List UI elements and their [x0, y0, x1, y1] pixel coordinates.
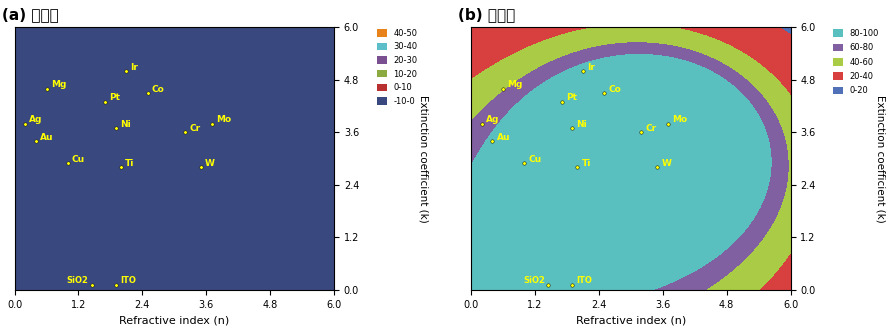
Text: Co: Co [152, 85, 165, 94]
Text: Mo: Mo [673, 115, 688, 124]
Y-axis label: Extinction coefficient (k): Extinction coefficient (k) [418, 95, 429, 222]
Text: Pt: Pt [109, 93, 120, 102]
Text: ITO: ITO [120, 276, 136, 285]
Text: Al: Al [0, 331, 1, 332]
Text: Mg: Mg [508, 80, 523, 89]
Text: Co: Co [608, 85, 621, 94]
Text: W: W [662, 159, 672, 168]
Text: Cr: Cr [189, 124, 201, 133]
Text: Ti: Ti [582, 159, 591, 168]
Text: Ag: Ag [29, 115, 43, 124]
Legend: 40-50, 30-40, 20-30, 10-20, 0-10, -10-0: 40-50, 30-40, 20-30, 10-20, 0-10, -10-0 [376, 29, 417, 106]
Text: Ni: Ni [120, 120, 130, 128]
Text: Mo: Mo [216, 115, 231, 124]
Text: Ti: Ti [125, 159, 135, 168]
Text: Ag: Ag [486, 115, 500, 124]
Text: SiO2: SiO2 [67, 276, 88, 285]
X-axis label: Refractive index (n): Refractive index (n) [120, 315, 229, 325]
Text: Cu: Cu [72, 154, 85, 164]
X-axis label: Refractive index (n): Refractive index (n) [575, 315, 686, 325]
Text: (b) 투과도: (b) 투과도 [458, 7, 516, 22]
Text: Cr: Cr [646, 124, 657, 133]
Text: Mg: Mg [51, 80, 66, 89]
Y-axis label: Extinction coefficient (k): Extinction coefficient (k) [875, 95, 885, 222]
Text: Au: Au [40, 133, 54, 142]
Text: Ir: Ir [130, 63, 138, 72]
Text: Au: Au [497, 133, 510, 142]
Text: Cu: Cu [528, 154, 541, 164]
Text: Ni: Ni [576, 120, 587, 128]
Text: Al: Al [0, 331, 1, 332]
Legend: 80-100, 60-80, 40-60, 20-40, 0-20: 80-100, 60-80, 40-60, 20-40, 0-20 [833, 29, 879, 96]
Text: W: W [205, 159, 215, 168]
Text: Ir: Ir [587, 63, 595, 72]
Text: ITO: ITO [576, 276, 592, 285]
Text: (a) 흡수도: (a) 흡수도 [2, 7, 59, 22]
Text: SiO2: SiO2 [524, 276, 545, 285]
Text: Pt: Pt [566, 93, 577, 102]
